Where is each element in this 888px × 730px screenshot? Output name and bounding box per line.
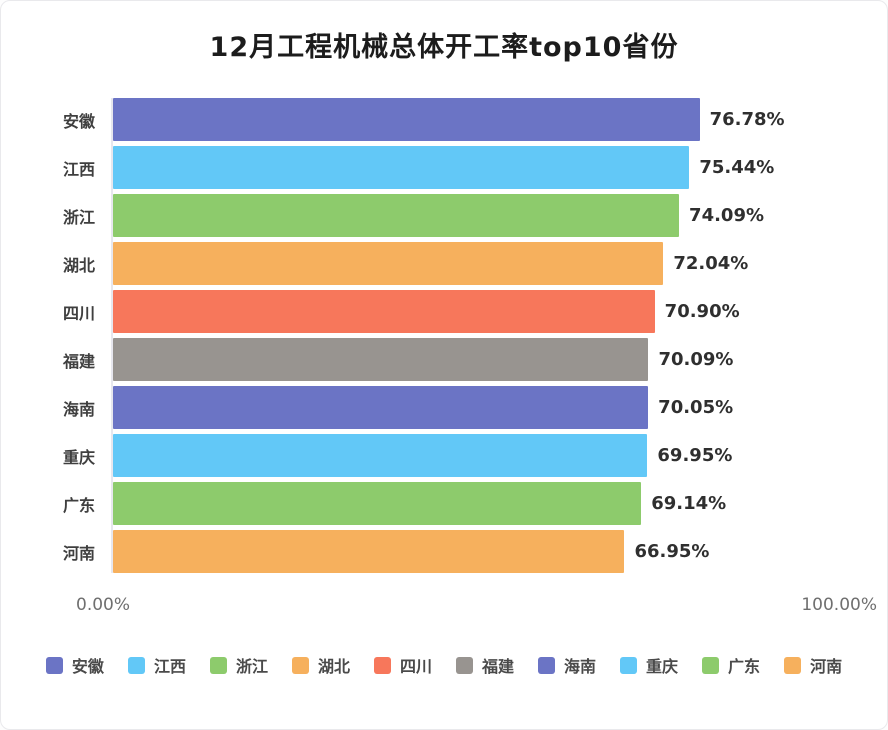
bar[interactable] bbox=[113, 530, 625, 573]
legend-item[interactable]: 浙江 bbox=[209, 653, 268, 677]
bar[interactable] bbox=[113, 482, 642, 525]
category-label: 广东 bbox=[62, 495, 95, 515]
legend-label: 重庆 bbox=[646, 657, 679, 676]
x-tick-min: 0.00% bbox=[76, 595, 131, 615]
legend-swatch-icon bbox=[127, 656, 145, 674]
bar[interactable] bbox=[113, 242, 664, 285]
value-label: 70.09% bbox=[658, 349, 734, 370]
legend-label: 河南 bbox=[810, 657, 843, 676]
legend: 安徽 江西 浙江 湖北 四川 福建 海南 重庆 广东 河南 bbox=[1, 653, 887, 677]
x-axis: 0.00% 100.00% bbox=[76, 595, 877, 615]
x-tick-max: 100.00% bbox=[801, 595, 877, 615]
bar[interactable] bbox=[113, 194, 680, 237]
legend-swatch-icon bbox=[538, 656, 556, 674]
legend-label: 湖北 bbox=[317, 657, 350, 676]
value-label: 69.95% bbox=[657, 445, 733, 466]
category-label: 四川 bbox=[62, 303, 95, 323]
legend-swatch-icon bbox=[784, 656, 802, 674]
legend-label: 海南 bbox=[564, 657, 597, 676]
legend-label: 四川 bbox=[399, 657, 432, 676]
legend-label: 广东 bbox=[728, 657, 761, 676]
bar-row: 广东 69.14% bbox=[63, 482, 877, 525]
category-label: 河南 bbox=[62, 543, 95, 563]
legend-swatch-icon bbox=[620, 656, 638, 674]
legend-swatch-icon bbox=[209, 656, 227, 674]
bar[interactable] bbox=[113, 98, 700, 141]
legend-item[interactable]: 河南 bbox=[784, 653, 842, 677]
legend-item[interactable]: 江西 bbox=[127, 653, 186, 677]
bar-row: 河南 66.95% bbox=[63, 530, 877, 573]
category-label: 湖北 bbox=[62, 255, 95, 275]
legend-label: 安徽 bbox=[71, 657, 104, 676]
legend-item[interactable]: 福建 bbox=[456, 653, 514, 677]
bar-row: 重庆 69.95% bbox=[63, 434, 877, 477]
bar-row: 湖北 72.04% bbox=[63, 242, 877, 285]
legend-item[interactable]: 重庆 bbox=[620, 653, 678, 677]
bar-row: 福建 70.09% bbox=[63, 338, 877, 381]
value-label: 66.95% bbox=[634, 541, 710, 562]
bar-row: 海南 70.05% bbox=[63, 386, 877, 429]
value-label: 69.14% bbox=[651, 493, 727, 514]
legend-swatch-icon bbox=[456, 656, 473, 674]
legend-swatch-icon bbox=[45, 656, 63, 674]
bar-row: 安徽 76.78% bbox=[63, 98, 877, 141]
value-label: 70.05% bbox=[658, 397, 734, 418]
category-label: 浙江 bbox=[62, 207, 95, 227]
value-label: 70.90% bbox=[664, 301, 740, 322]
category-label: 安徽 bbox=[62, 111, 95, 131]
legend-item[interactable]: 广东 bbox=[702, 653, 760, 677]
category-label: 重庆 bbox=[62, 447, 95, 467]
bar-row: 浙江 74.09% bbox=[63, 194, 877, 237]
value-label: 72.04% bbox=[673, 253, 749, 274]
chart-title: 12月工程机械总体开工率top10省份 bbox=[209, 32, 679, 63]
bar[interactable] bbox=[113, 386, 649, 429]
legend-swatch-icon bbox=[702, 656, 720, 674]
category-label: 海南 bbox=[62, 399, 95, 419]
legend-label: 江西 bbox=[153, 657, 186, 676]
bar[interactable] bbox=[113, 434, 648, 477]
legend-item[interactable]: 湖北 bbox=[291, 653, 350, 677]
value-label: 74.09% bbox=[689, 205, 765, 226]
value-label: 75.44% bbox=[699, 157, 775, 178]
legend-item[interactable]: 四川 bbox=[373, 653, 432, 677]
legend-item[interactable]: 海南 bbox=[538, 653, 596, 677]
bar-row: 江西 75.44% bbox=[63, 146, 877, 189]
plot-area: 安徽 76.78% 江西 75.44% 浙江 74.09% 湖北 72.04% … bbox=[63, 98, 877, 573]
value-label: 76.78% bbox=[709, 109, 785, 130]
legend-swatch-icon bbox=[373, 656, 391, 674]
bar-rows-container: 安徽 76.78% 江西 75.44% 浙江 74.09% 湖北 72.04% … bbox=[63, 98, 877, 573]
legend-item[interactable]: 安徽 bbox=[45, 653, 104, 677]
bar[interactable] bbox=[113, 290, 655, 333]
bar-row: 四川 70.90% bbox=[63, 290, 877, 333]
bar[interactable] bbox=[113, 338, 649, 381]
category-label: 江西 bbox=[62, 159, 95, 179]
bar[interactable] bbox=[113, 146, 690, 189]
legend-label: 福建 bbox=[482, 657, 515, 676]
legend-label: 浙江 bbox=[235, 657, 268, 676]
category-label: 福建 bbox=[62, 351, 95, 371]
legend-swatch-icon bbox=[291, 656, 309, 674]
